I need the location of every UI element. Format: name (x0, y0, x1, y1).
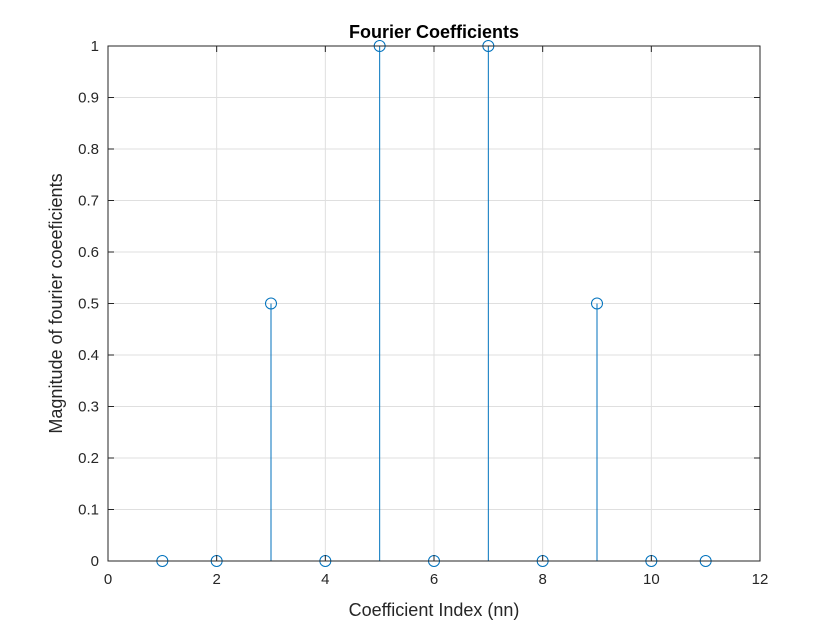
x-tick-label: 12 (752, 571, 769, 588)
y-tick-label: 0.2 (78, 450, 99, 467)
y-tick-label: 0.4 (78, 347, 99, 364)
x-tick-label: 10 (643, 571, 660, 588)
chart-title: Fourier Coefficients (349, 22, 519, 42)
y-tick-label: 0 (91, 553, 99, 570)
stem-marker (591, 297, 603, 310)
x-tick-label: 2 (212, 571, 220, 588)
y-tick-label: 0.6 (78, 244, 99, 261)
x-tick-label: 4 (321, 571, 329, 588)
axis-ticks: 0 2 4 6 8 10 12 0 0.1 0.2 0.3 0.4 0.5 0.6 0.7 0.8 0.9 1 (78, 38, 768, 588)
x-tick-label: 8 (538, 571, 546, 588)
stem-marker (265, 297, 277, 310)
x-tick-label: 6 (430, 571, 438, 588)
x-axis-label: Coefficient Index (nn) (349, 600, 520, 620)
y-tick-label: 0.8 (78, 141, 99, 158)
y-tick-label: 1 (91, 38, 99, 55)
y-tick-label: 0.1 (78, 502, 99, 519)
x-tick-label: 0 (104, 571, 112, 588)
y-axis-label: Magnitude of fourier coeeficients (46, 173, 66, 433)
y-tick-label: 0.7 (78, 193, 99, 210)
y-tick-label: 0.5 (78, 296, 99, 313)
y-tick-label: 0.3 (78, 399, 99, 416)
y-tick-label: 0.9 (78, 90, 99, 107)
